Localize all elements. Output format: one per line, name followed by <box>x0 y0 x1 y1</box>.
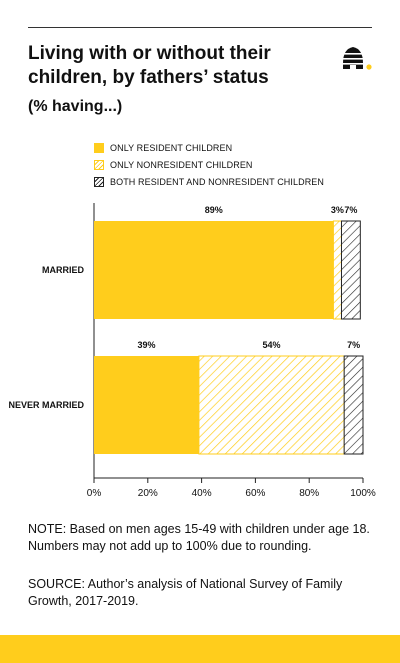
bottom-accent-bar <box>0 635 400 663</box>
bar-value-label: 54% <box>263 340 281 350</box>
x-tick-label: 0% <box>87 488 102 499</box>
category-label: NEVER MARRIED <box>8 400 84 410</box>
legend-item-both: BOTH RESIDENT AND NONRESIDENT CHILDREN <box>94 174 324 189</box>
bar-value-label: 7% <box>344 205 357 215</box>
beehive-logo-icon <box>341 47 372 70</box>
category-label: MARRIED <box>42 265 84 275</box>
legend: ONLY RESIDENT CHILDREN ONLY NONRESIDENT … <box>94 140 324 191</box>
bar-segment <box>340 220 361 320</box>
legend-label-both: BOTH RESIDENT AND NONRESIDENT CHILDREN <box>110 176 324 187</box>
legend-swatch-nonresident <box>94 159 104 170</box>
legend-label-nonresident: ONLY NONRESIDENT CHILDREN <box>110 159 253 170</box>
bar-segment <box>343 355 364 455</box>
top-rule <box>28 27 372 28</box>
bar-segment <box>94 356 199 454</box>
x-tick-label: 100% <box>350 488 376 499</box>
legend-label-resident: ONLY RESIDENT CHILDREN <box>110 142 233 153</box>
x-tick-label: 40% <box>192 488 212 499</box>
bar-value-label: 7% <box>347 340 360 350</box>
chart-subtitle: (% having...) <box>28 98 123 115</box>
bar-segment <box>332 220 342 320</box>
bar-value-label: 89% <box>205 205 223 215</box>
note-text: NOTE: Based on men ages 15-49 with child… <box>28 522 370 553</box>
bar-segment <box>94 221 334 319</box>
legend-swatch-both <box>94 176 104 187</box>
legend-item-nonresident: ONLY NONRESIDENT CHILDREN <box>94 157 324 172</box>
chart-title: Living with or without their children, b… <box>28 43 271 88</box>
x-tick-label: 60% <box>245 488 265 499</box>
x-tick-label: 80% <box>299 488 319 499</box>
bar-value-label: 39% <box>137 340 155 350</box>
legend-swatch-resident <box>94 142 104 153</box>
bar-segment <box>198 355 345 455</box>
x-tick-label: 20% <box>138 488 158 499</box>
source-text: SOURCE: Author’s analysis of National Su… <box>28 577 343 608</box>
legend-item-resident: ONLY RESIDENT CHILDREN <box>94 140 324 155</box>
bar-value-label: 3% <box>331 205 344 215</box>
